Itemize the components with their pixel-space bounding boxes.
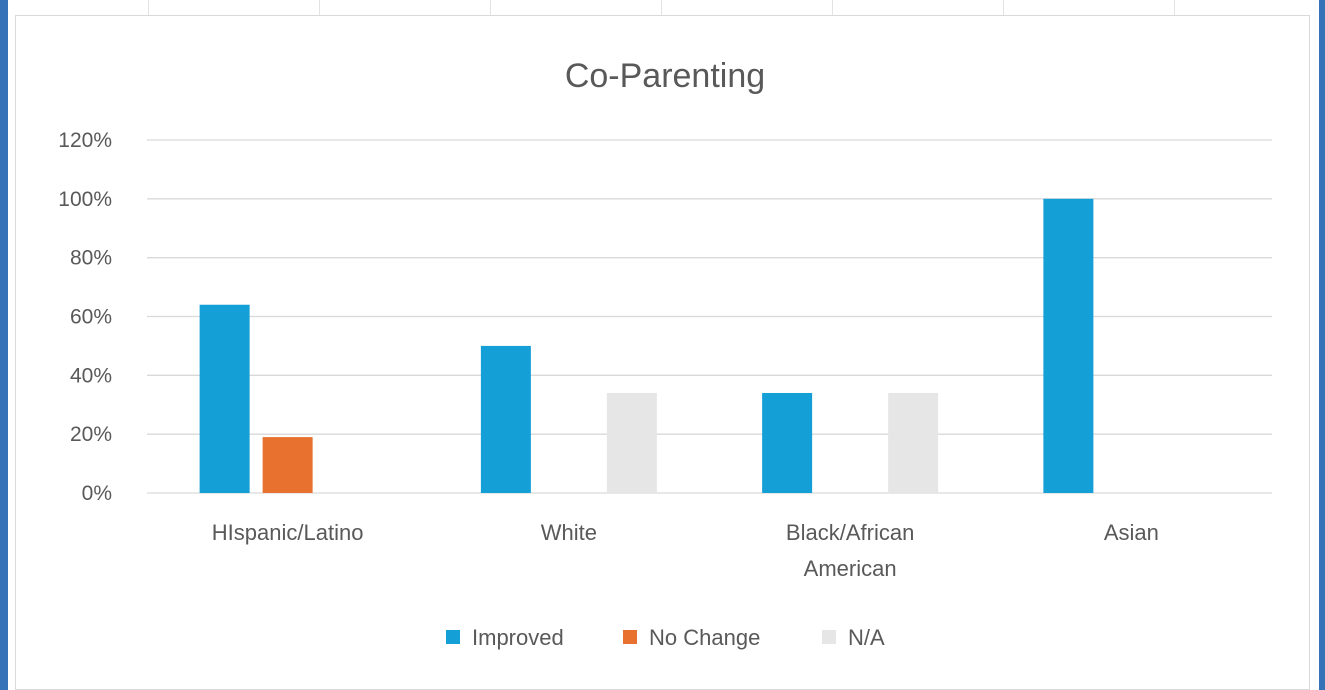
bar-n-a[interactable] — [888, 392, 939, 493]
bar-improved[interactable] — [762, 392, 813, 493]
x-axis-categories: HIspanic/Latino White Black/African America… — [212, 520, 1159, 581]
bars — [199, 198, 1094, 494]
legend-label: N/A — [848, 625, 885, 650]
legend-label: No Change — [649, 625, 760, 650]
y-tick-label: 20% — [70, 423, 112, 446]
legend-swatch — [446, 630, 460, 644]
legend-swatch — [623, 630, 637, 644]
y-tick-label: 100% — [58, 188, 112, 211]
gridlines — [147, 139, 1272, 494]
bar-no-change[interactable] — [262, 437, 313, 493]
legend-swatch — [822, 630, 836, 644]
y-tick-label: 0% — [82, 482, 112, 505]
bar-n-a[interactable] — [606, 392, 657, 493]
x-category-label: White — [541, 520, 597, 545]
bar-improved[interactable] — [480, 345, 531, 493]
x-category-label: Black/African — [786, 520, 914, 545]
legend-label: Improved — [472, 625, 564, 650]
x-category-label: American — [804, 556, 897, 581]
legend: Improved No Change N/A — [446, 625, 885, 650]
x-category-label: HIspanic/Latino — [212, 520, 364, 545]
chart-title: Co-Parenting — [565, 57, 765, 95]
y-tick-label: 120% — [58, 129, 112, 152]
y-tick-label: 40% — [70, 364, 112, 387]
y-tick-label: 60% — [70, 306, 112, 329]
bar-improved[interactable] — [1043, 198, 1094, 494]
y-tick-label: 80% — [70, 247, 112, 270]
y-axis-ticks: 0% 20% 40% 60% 80% 100% 120% — [58, 129, 112, 505]
bar-improved[interactable] — [199, 304, 250, 493]
x-category-label: Asian — [1104, 520, 1159, 545]
